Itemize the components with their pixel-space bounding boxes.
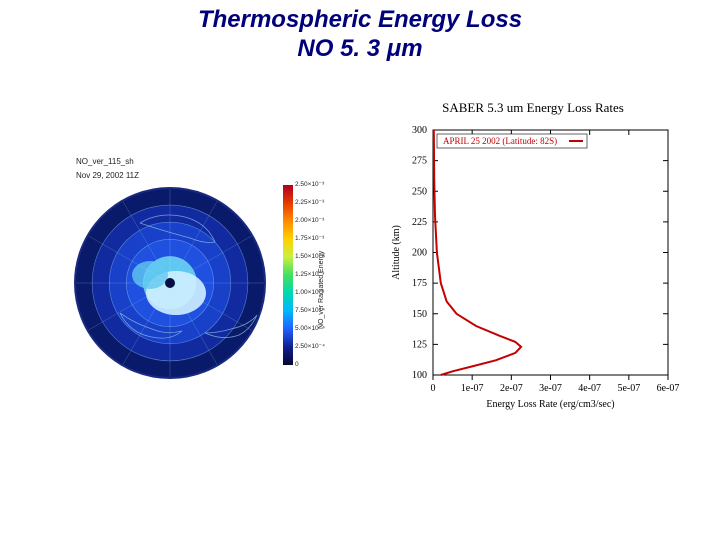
svg-text:225: 225 — [412, 217, 427, 228]
svg-text:250: 250 — [412, 186, 427, 197]
slide-title: Thermospheric Energy Loss NO 5. 3 μm — [0, 6, 720, 64]
svg-text:3e-07: 3e-07 — [539, 383, 562, 394]
linechart-plot: 0 1e-07 2e-07 3e-07 4e-07 5e-07 6e-07 100 125 150… — [378, 120, 688, 420]
svg-text:100: 100 — [412, 370, 427, 381]
svg-text:175: 175 — [412, 278, 427, 289]
colorbar-tick: 2.50×10⁻³ — [295, 182, 324, 189]
svg-text:APRIL 25 2002 (Latitude: 82S): APRIL 25 2002 (Latitude: 82S) — [443, 136, 557, 146]
colorbar-label: NO_ver Radiated Energy — [318, 215, 328, 365]
linechart-panel: SABER 5.3 um Energy Loss Rates 0 1e-07 2e-… — [378, 100, 688, 420]
title-line2: NO 5. 3 μm — [297, 35, 422, 62]
polar-date: Nov 29, 2002 11Z — [76, 171, 139, 180]
svg-text:0: 0 — [431, 383, 436, 394]
svg-text:Altitude (km): Altitude (km) — [391, 225, 402, 280]
linechart-title: SABER 5.3 um Energy Loss Rates — [378, 100, 688, 116]
svg-text:1e-07: 1e-07 — [461, 383, 484, 394]
colorbar-tick: 2.25×10⁻³ — [295, 200, 324, 207]
svg-text:2e-07: 2e-07 — [500, 383, 523, 394]
title-line1: Thermospheric Energy Loss — [198, 6, 522, 33]
svg-text:5e-07: 5e-07 — [617, 383, 640, 394]
svg-text:4e-07: 4e-07 — [578, 383, 601, 394]
svg-text:Energy Loss Rate (erg/cm3/sec): Energy Loss Rate (erg/cm3/sec) — [486, 399, 614, 410]
svg-text:125: 125 — [412, 339, 427, 350]
polar-panel: NO_ver_115_sh Nov 29, 2002 11Z 2.50×10⁻³… — [70, 155, 325, 385]
svg-text:275: 275 — [412, 156, 427, 167]
svg-text:200: 200 — [412, 248, 427, 259]
colorbar-tick: 0 — [295, 362, 299, 369]
colorbar: 2.50×10⁻³2.25×10⁻³2.00×10⁻³1.75×10⁻³1.50… — [283, 185, 325, 380]
svg-text:150: 150 — [412, 309, 427, 320]
polar-plot — [70, 183, 280, 383]
svg-text:300: 300 — [412, 125, 427, 136]
colorbar-gradient — [283, 185, 293, 365]
svg-text:6e-07: 6e-07 — [657, 383, 680, 394]
polar-header: NO_ver_115_sh — [76, 157, 134, 166]
